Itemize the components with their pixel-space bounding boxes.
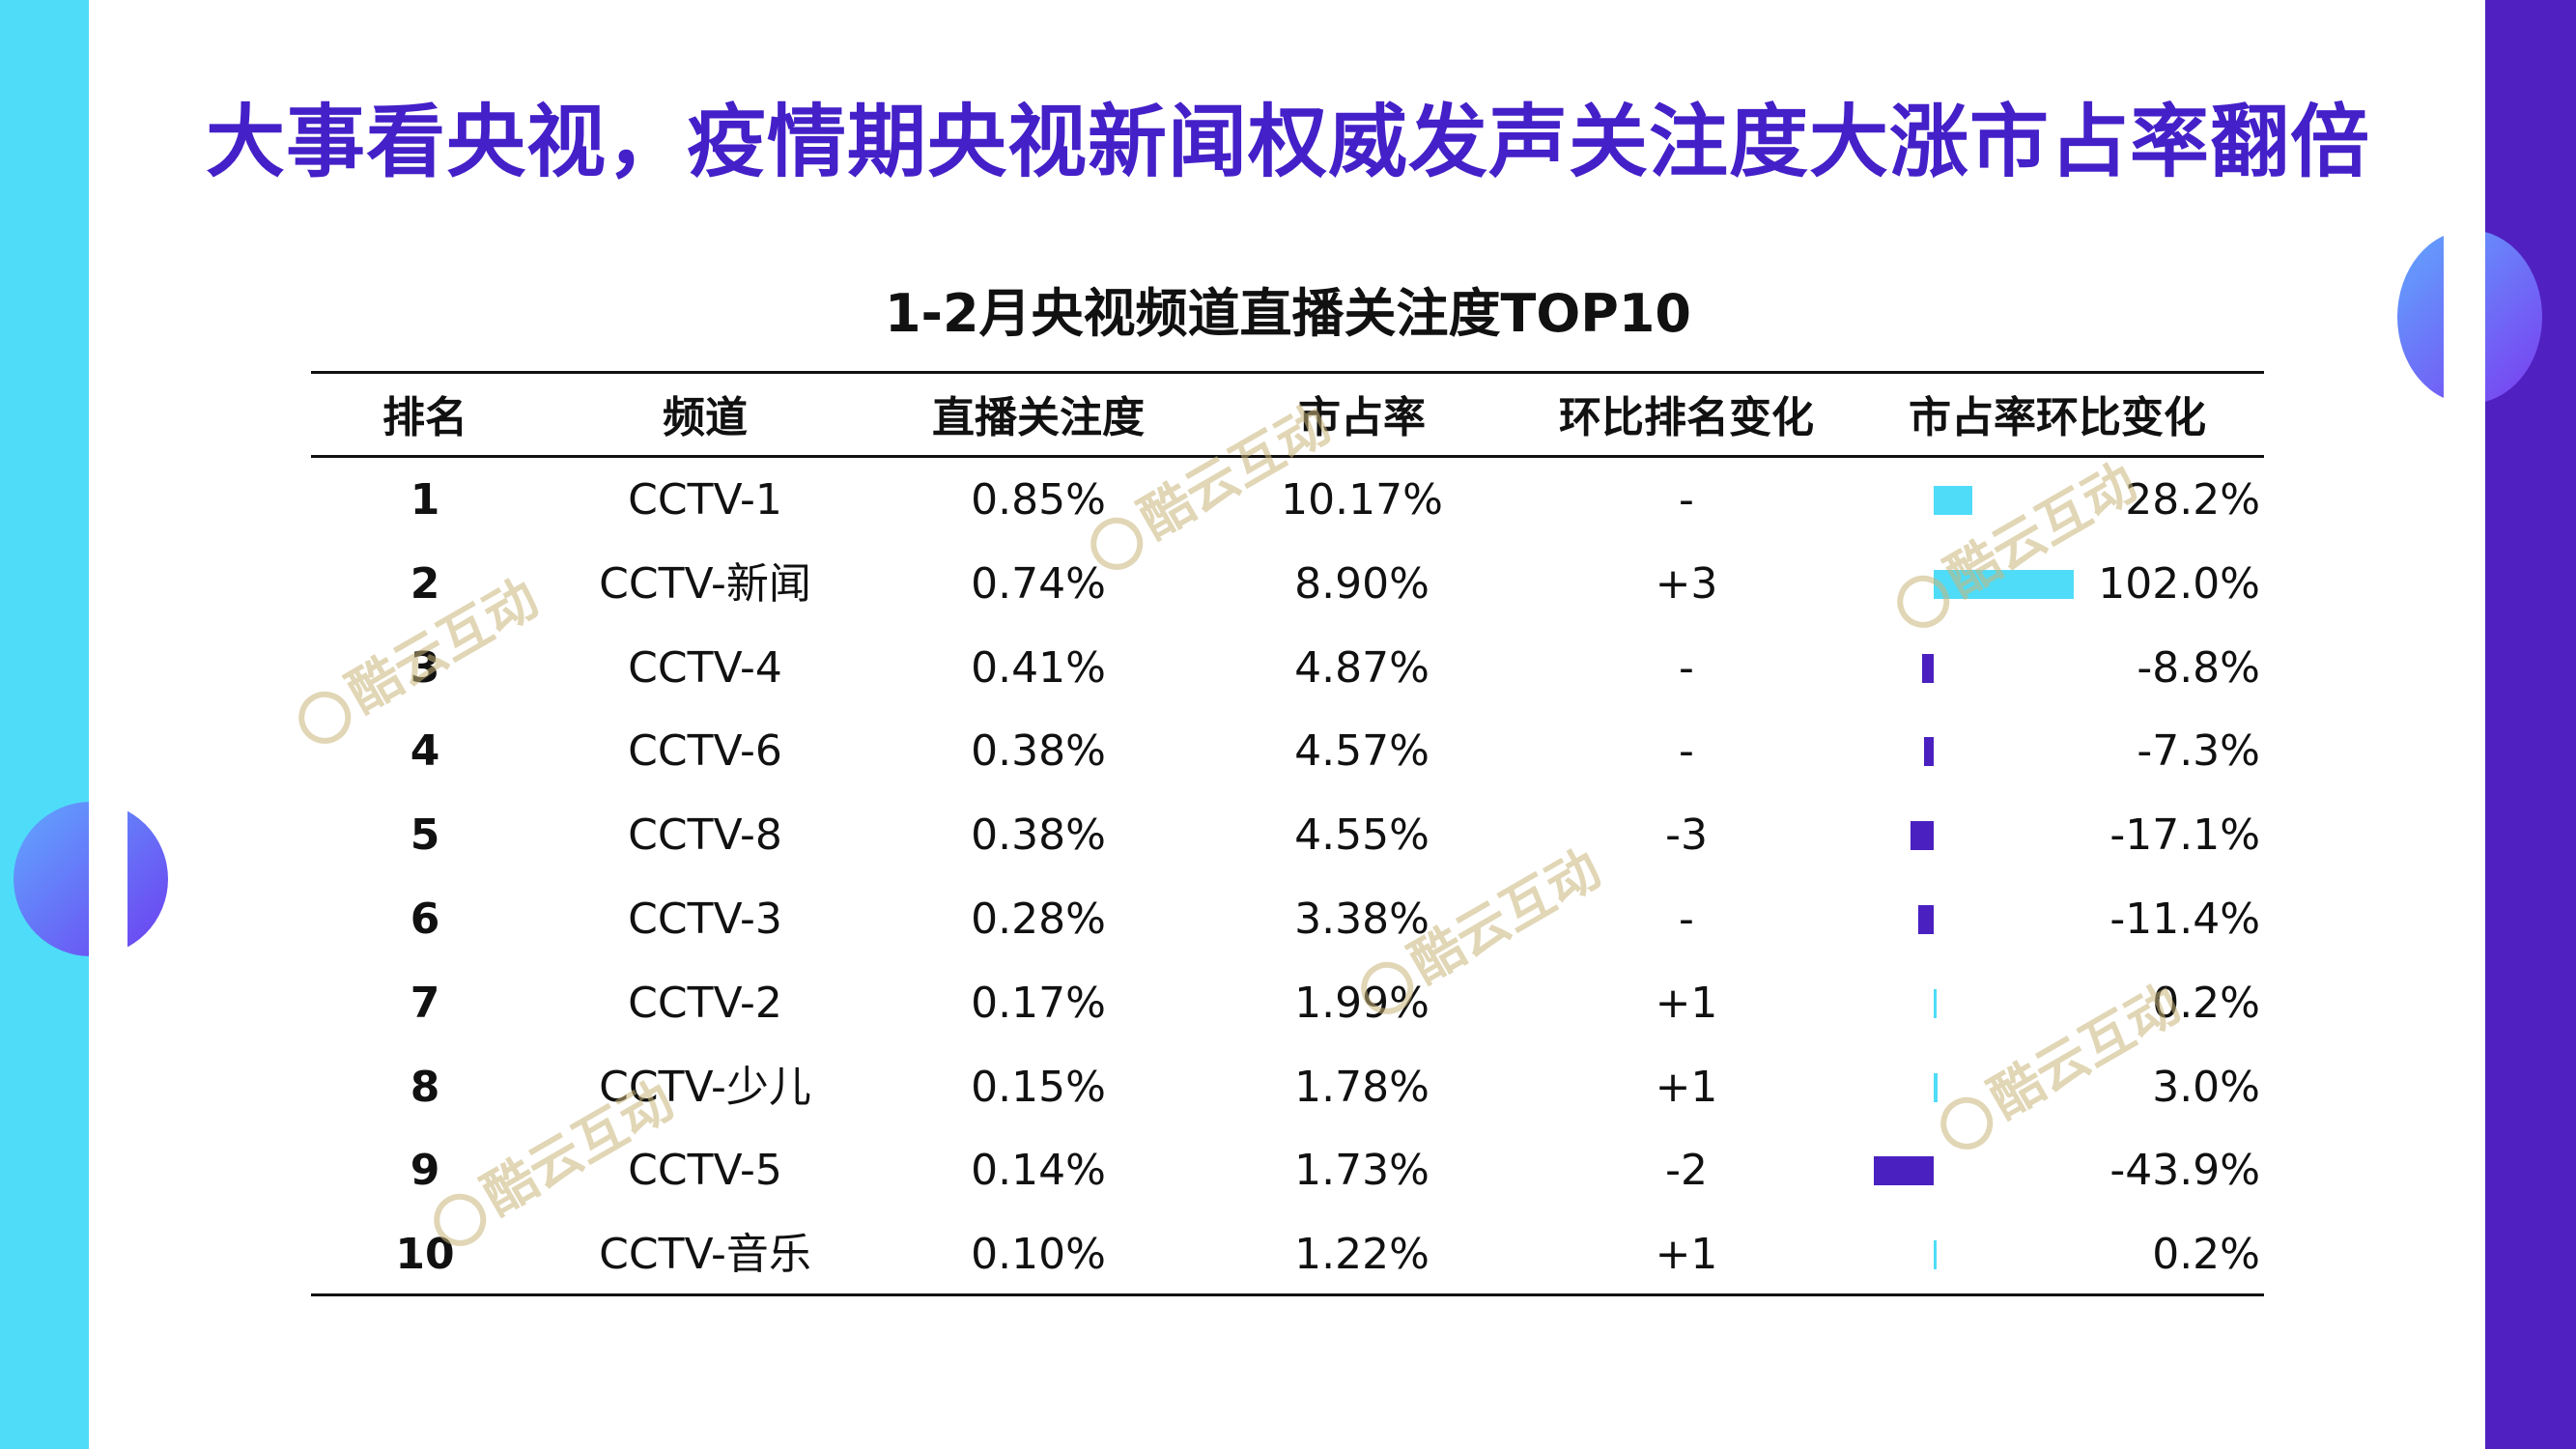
header-share-change: 市占率环比变化	[1909, 393, 2206, 442]
channel-cell: CCTV-1	[628, 475, 782, 525]
share-change-bar	[1923, 737, 1934, 767]
header-attention: 直播关注度	[932, 393, 1145, 442]
share-change-bar	[1934, 1240, 1937, 1270]
attention-cell: 0.28%	[971, 895, 1106, 944]
rank-change-cell: -	[1679, 642, 1694, 693]
header-share: 市占率	[1298, 393, 1426, 442]
share-change-label: 3.0%	[2152, 1062, 2260, 1112]
attention-cell: 0.38%	[971, 810, 1106, 861]
header-rank-change: 环比排名变化	[1559, 393, 1814, 442]
share-change-label: 0.2%	[2152, 978, 2260, 1028]
table-title: 1-2月央视频道直播关注度TOP10	[884, 283, 1692, 344]
rank-change-cell: +1	[1655, 1230, 1718, 1280]
rank-change-cell: +3	[1655, 558, 1718, 609]
rank-change-cell: -3	[1665, 810, 1708, 861]
share-cell: 1.73%	[1294, 1146, 1430, 1196]
rank-change-cell: -	[1679, 726, 1694, 777]
table-top-rule	[311, 371, 2264, 374]
header-rank: 排名	[382, 393, 467, 442]
channel-cell: CCTV-8	[628, 810, 782, 861]
share-change-bar	[1934, 569, 2074, 599]
channel-cell: CCTV-音乐	[599, 1230, 811, 1280]
channel-cell: CCTV-6	[628, 726, 782, 777]
rank-change-cell: -	[1679, 475, 1694, 525]
channel-cell: CCTV-新闻	[599, 558, 811, 609]
share-cell: 1.78%	[1294, 1062, 1430, 1112]
table-header-rule	[311, 455, 2264, 458]
channel-cell: CCTV-4	[628, 642, 782, 693]
share-change-label: -17.1%	[2109, 810, 2260, 861]
rank-cell: 7	[410, 978, 440, 1028]
rank-cell: 3	[410, 642, 440, 693]
share-change-bar	[1934, 1072, 1939, 1102]
channel-cell: CCTV-3	[628, 895, 782, 944]
page-title: 大事看央视，疫情期央视新闻权威发声关注度大涨市占率翻倍	[205, 97, 2370, 188]
share-cell: 8.90%	[1294, 558, 1430, 609]
attention-cell: 0.41%	[971, 642, 1106, 693]
rank-cell: 5	[410, 810, 440, 861]
rank-cell: 2	[410, 558, 440, 609]
share-change-bar	[1873, 1156, 1934, 1186]
rank-cell: 9	[410, 1146, 440, 1196]
rank-cell: 8	[410, 1062, 440, 1112]
right-cover	[2444, 0, 2485, 1449]
share-cell: 3.38%	[1294, 895, 1430, 944]
channel-cell: CCTV-2	[628, 978, 782, 1028]
table-bottom-rule	[311, 1293, 2264, 1296]
share-cell: 4.57%	[1294, 726, 1430, 777]
share-change-bar	[1934, 988, 1937, 1018]
share-cell: 10.17%	[1281, 475, 1443, 525]
share-change-label: 102.0%	[2098, 558, 2260, 609]
rank-change-cell: -	[1679, 895, 1694, 944]
rank-change-cell: +1	[1655, 978, 1718, 1028]
share-cell: 1.99%	[1294, 978, 1430, 1028]
rank-cell: 6	[410, 895, 440, 944]
channel-cell: CCTV-5	[628, 1146, 782, 1196]
share-change-bar	[1934, 486, 1973, 515]
attention-cell: 0.10%	[971, 1230, 1106, 1280]
rank-change-cell: -2	[1665, 1146, 1708, 1196]
left-decor-stripe	[0, 0, 89, 1449]
share-change-label: 0.2%	[2152, 1230, 2260, 1280]
rank-cell: 1	[410, 475, 440, 525]
channel-cell: CCTV-少儿	[599, 1062, 811, 1112]
left-cover	[89, 0, 127, 1449]
share-change-label: -43.9%	[2109, 1146, 2260, 1196]
share-cell: 4.87%	[1294, 642, 1430, 693]
share-change-label: -11.4%	[2109, 895, 2260, 944]
share-change-label: -7.3%	[2137, 726, 2260, 777]
rank-cell: 10	[395, 1230, 455, 1280]
rank-cell: 4	[410, 726, 440, 777]
rank-change-cell: +1	[1655, 1062, 1718, 1112]
attention-cell: 0.74%	[971, 558, 1106, 609]
right-decor-stripe	[2485, 0, 2576, 1449]
share-change-label: 28.2%	[2125, 475, 2260, 525]
attention-cell: 0.38%	[971, 726, 1106, 777]
share-cell: 4.55%	[1294, 810, 1430, 861]
share-cell: 1.22%	[1294, 1230, 1430, 1280]
attention-cell: 0.15%	[971, 1062, 1106, 1112]
attention-cell: 0.14%	[971, 1146, 1106, 1196]
attention-cell: 0.17%	[971, 978, 1106, 1028]
share-change-bar	[1921, 653, 1934, 683]
attention-cell: 0.85%	[971, 475, 1106, 525]
share-change-label: -8.8%	[2137, 642, 2260, 693]
share-change-bar	[1917, 905, 1934, 934]
header-channel: 频道	[663, 393, 748, 442]
share-change-bar	[1910, 821, 1934, 851]
